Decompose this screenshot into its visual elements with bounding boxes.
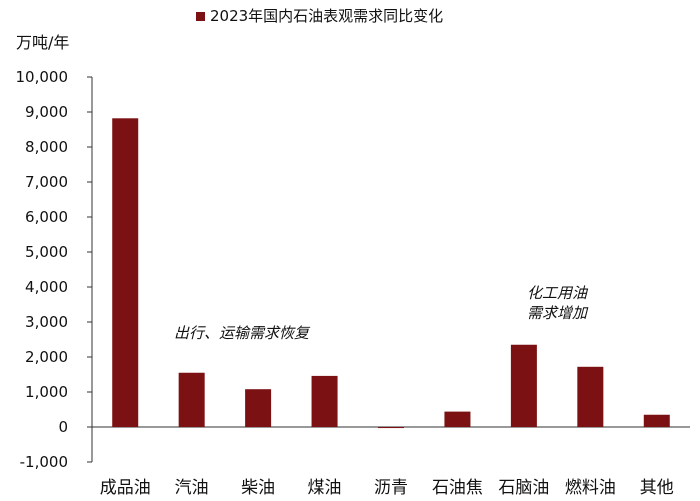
annotation-line: 需求增加 <box>527 304 588 322</box>
y-tick-label: 2,000 <box>25 348 68 366</box>
x-category-label: 燃料油 <box>565 478 616 498</box>
x-category-label: 汽油 <box>175 478 209 498</box>
y-tick-label: 5,000 <box>25 243 68 261</box>
x-category-label: 柴油 <box>241 478 275 498</box>
annotation-line: 化工用油 <box>527 284 588 302</box>
annotation-travel-demand: 出行、运输需求恢复 <box>174 324 310 342</box>
x-category-label: 沥青 <box>374 478 408 498</box>
bar-5 <box>444 411 471 427</box>
x-category-label: 其他 <box>640 478 674 498</box>
bar-2 <box>245 389 272 427</box>
y-axis-unit-label: 万吨/年 <box>16 33 70 52</box>
y-tick-label: 1,000 <box>25 383 68 401</box>
annotation-chemical-demand: 化工用油 需求增加 <box>527 283 587 323</box>
y-tick-label: 4,000 <box>25 278 68 296</box>
legend-label: 2023年国内石油表观需求同比变化 <box>210 7 444 25</box>
x-category-label: 成品油 <box>100 478 151 498</box>
y-tick-label: 10,000 <box>16 68 69 86</box>
bar-4 <box>378 427 404 429</box>
bar-3 <box>311 375 338 427</box>
y-tick-label: -1,000 <box>20 453 68 471</box>
bar-7 <box>577 366 604 427</box>
y-tick-label: 7,000 <box>25 173 68 191</box>
y-tick-label: 3,000 <box>25 313 68 331</box>
chart-legend: 2023年国内石油表观需求同比变化 <box>196 6 443 26</box>
x-category-label: 石油焦 <box>432 478 483 498</box>
bar-6 <box>510 344 537 427</box>
legend-swatch <box>196 11 205 21</box>
y-tick-label: 0 <box>58 418 68 436</box>
y-tick-label: 6,000 <box>25 208 68 226</box>
bar-8 <box>643 414 670 427</box>
y-tick-label: 9,000 <box>25 103 68 121</box>
y-tick-label: 8,000 <box>25 138 68 156</box>
bar-0 <box>112 118 139 428</box>
x-category-label: 煤油 <box>308 478 342 498</box>
x-category-label: 石脑油 <box>498 478 549 498</box>
bar-1 <box>178 372 205 427</box>
